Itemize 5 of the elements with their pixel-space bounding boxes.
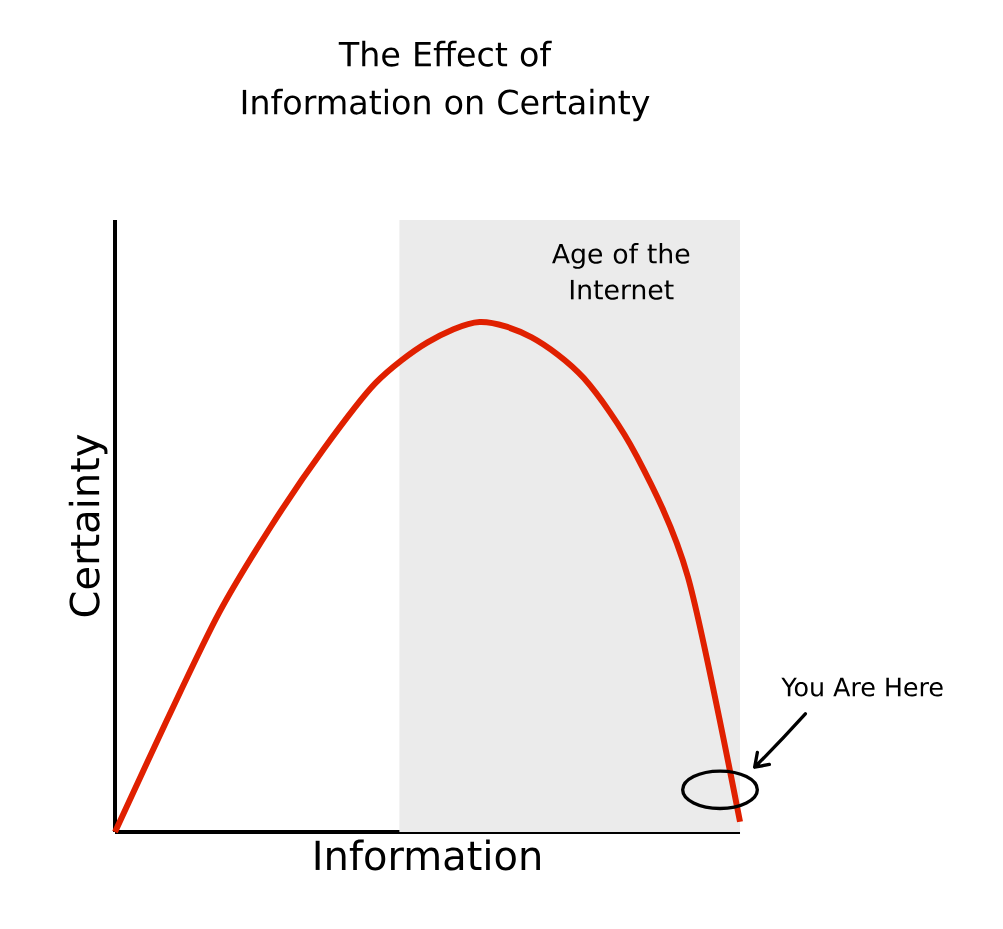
x-axis-title: Information [315,839,540,871]
text: You Are Here [781,677,943,697]
text: Age of the Internet [552,243,690,300]
chart-title: The Effect of Information on Certainty [242,40,650,122]
y-axis-title: Certainty [68,434,108,617]
